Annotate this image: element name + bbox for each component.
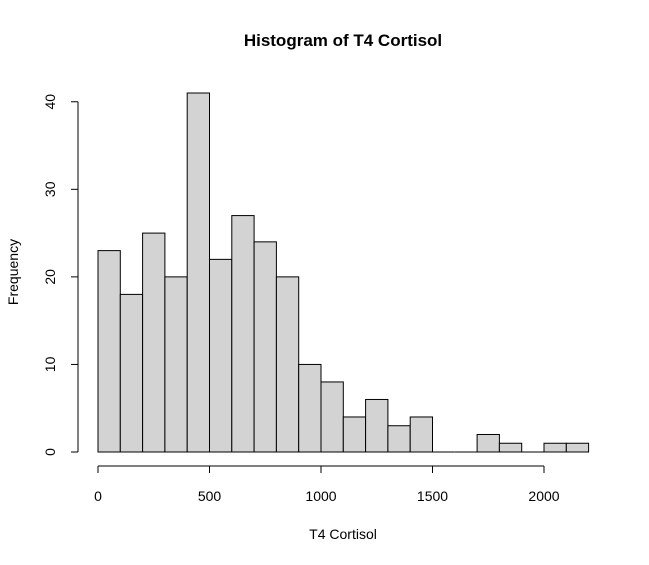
histogram-bar-0	[97, 250, 121, 453]
histogram-bar-8	[275, 276, 300, 453]
histogram-bar-20	[543, 442, 567, 453]
histogram-bar-14	[409, 416, 434, 453]
histogram-bar-13	[387, 425, 411, 453]
y-tick-label-4: 40	[42, 94, 58, 110]
y-axis: 0 10 20 30 40	[42, 94, 79, 456]
histogram-bar-2	[142, 232, 166, 453]
histogram-bar-12	[365, 398, 389, 453]
x-tick-label-4: 2000	[528, 488, 559, 504]
histogram-bar-1	[119, 293, 144, 453]
y-tick-label-2: 20	[42, 269, 58, 285]
histogram-bar-3	[164, 276, 188, 453]
bars-group	[97, 92, 590, 453]
histogram-bar-6	[231, 215, 255, 453]
chart-title: Histogram of T4 Cortisol	[244, 31, 442, 50]
y-tick-label-3: 30	[42, 181, 58, 197]
y-tick-label-0: 0	[42, 448, 58, 456]
y-axis-label: Frequency	[5, 239, 21, 305]
x-tick-label-1: 500	[198, 488, 222, 504]
y-tick-label-1: 10	[42, 356, 58, 372]
x-axis-label: T4 Cortisol	[309, 526, 377, 542]
histogram-bar-21	[565, 442, 590, 453]
x-tick-label-3: 1500	[417, 488, 448, 504]
histogram-bar-9	[298, 363, 322, 453]
histogram-bar-7	[253, 241, 277, 453]
histogram-bar-18	[498, 442, 523, 453]
x-axis: 0 500 1000 1500 2000	[94, 465, 560, 504]
x-tick-label-0: 0	[94, 488, 102, 504]
histogram-bar-5	[209, 258, 233, 453]
x-tick-label-2: 1000	[305, 488, 336, 504]
histogram-bar-10	[320, 381, 344, 453]
histogram-bar-11	[342, 416, 367, 453]
histogram-bar-4	[186, 92, 210, 453]
histogram-bar-17	[476, 433, 500, 453]
